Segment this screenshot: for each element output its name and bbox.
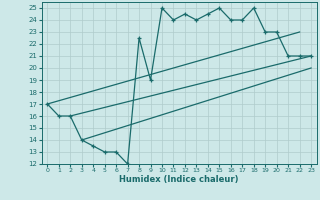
X-axis label: Humidex (Indice chaleur): Humidex (Indice chaleur) — [119, 175, 239, 184]
